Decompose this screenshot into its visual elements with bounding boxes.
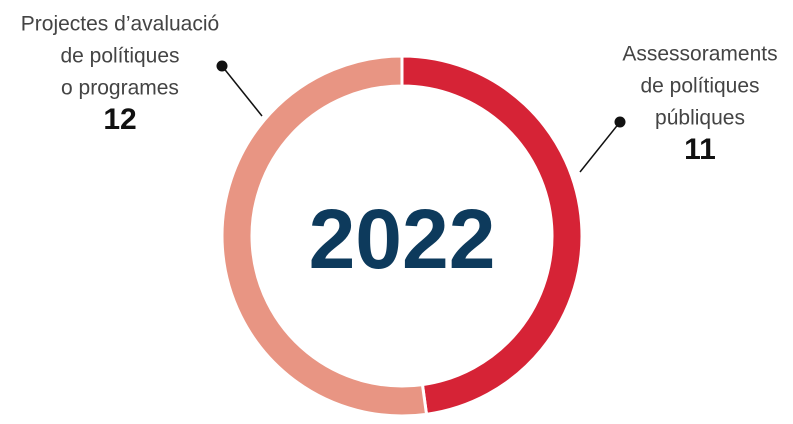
category-label: Projectes d’avaluació xyxy=(21,13,219,36)
category-label: o programes xyxy=(61,77,179,100)
leader-line xyxy=(221,65,263,117)
category-label: públiques xyxy=(655,107,745,130)
leader-dot xyxy=(614,116,626,128)
category-label: de polítiques xyxy=(640,75,759,98)
donut-segment xyxy=(220,54,429,418)
center-text: 2022 xyxy=(309,192,496,286)
category-label: de polítiques xyxy=(60,45,179,68)
value-label: 12 xyxy=(103,103,136,136)
leader-dot xyxy=(216,60,228,72)
category-label: Assessoraments xyxy=(622,43,777,66)
value-label: 11 xyxy=(684,133,716,166)
leader-line xyxy=(579,121,621,173)
